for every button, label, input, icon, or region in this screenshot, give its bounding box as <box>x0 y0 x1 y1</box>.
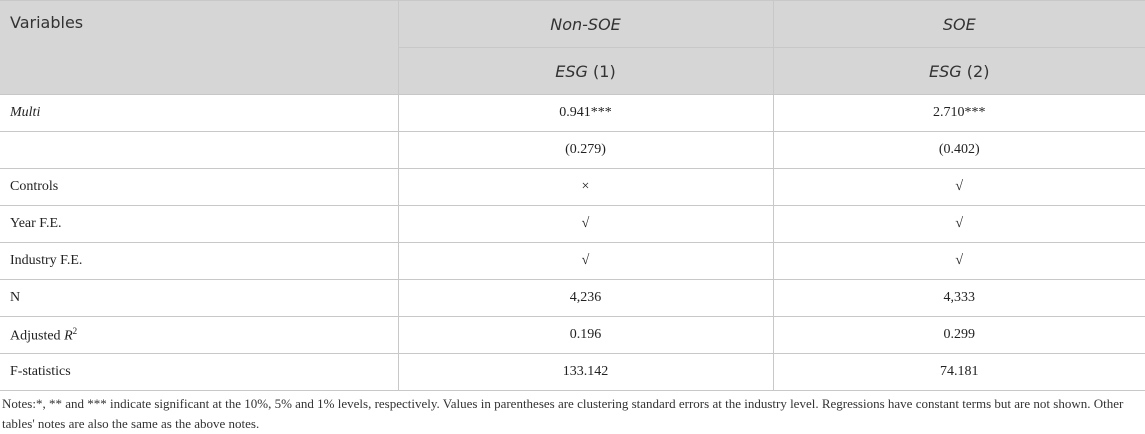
row-label: Year F.E. <box>10 216 62 231</box>
value-cell: × <box>397 168 774 206</box>
value-cell: √ <box>772 168 1145 206</box>
table-row: Multi 0.941*** 2.710*** <box>0 94 1145 132</box>
row-label-cell: F-statistics <box>0 353 399 391</box>
row-label-cell: Industry F.E. <box>0 242 399 280</box>
table-row: Industry F.E. √ √ <box>0 242 1145 280</box>
group-label: SOE <box>942 14 976 34</box>
value-cell: 0.196 <box>397 316 774 354</box>
value-cell: (0.279) <box>397 131 774 169</box>
group-label: Non-SOE <box>550 14 621 34</box>
row-label-var: R <box>64 328 73 344</box>
model-var: ESG <box>929 61 962 81</box>
model-num: (1) <box>593 61 616 81</box>
model-num: (2) <box>966 61 990 81</box>
value-cell: 133.142 <box>397 353 774 391</box>
model-var: ESG <box>555 61 588 81</box>
value-cell: √ <box>397 242 774 280</box>
row-label-cell: N <box>0 279 399 317</box>
value-cell: 0.941*** <box>397 94 774 132</box>
model-header: ESG (2) <box>772 47 1145 95</box>
notes: Notes:*, ** and *** indicate significant… <box>2 396 1124 431</box>
row-label: F-statistics <box>10 364 71 379</box>
row-label: N <box>10 290 21 305</box>
table-row: (0.279) (0.402) <box>0 131 1145 169</box>
value-cell: √ <box>397 205 774 243</box>
row-label: Industry F.E. <box>10 253 83 268</box>
row-label-cell <box>0 131 399 169</box>
table-body: Multi 0.941*** 2.710*** (0.279) (0.402) Contr… <box>0 94 1145 391</box>
table-row: N 4,236 4,333 <box>0 279 1145 317</box>
value-cell: √ <box>772 205 1145 243</box>
value-cell: √ <box>772 242 1145 280</box>
row-label-cell: Year F.E. <box>0 205 399 243</box>
table-row: F-statistics 133.142 74.181 <box>0 353 1145 391</box>
results-table: Variables Non-SOE SOE ESG (1) ESG (2) Mu… <box>0 0 1145 391</box>
value-cell: 0.299 <box>772 316 1145 354</box>
value-cell: 74.181 <box>772 353 1145 391</box>
row-label-sup: 2 <box>72 325 78 336</box>
group-header: Non-SOE <box>397 0 774 48</box>
table-row: Controls × √ <box>0 168 1145 206</box>
group-header: SOE <box>772 0 1145 48</box>
row-label: Multi <box>10 105 41 120</box>
table-row: Year F.E. √ √ <box>0 205 1145 243</box>
row-label-cell: Controls <box>0 168 399 206</box>
table-row: Adjusted R2 0.196 0.299 <box>0 316 1145 354</box>
value-cell: 2.710*** <box>772 94 1145 132</box>
model-header: ESG (1) <box>398 47 774 95</box>
row-label: Controls <box>10 179 59 194</box>
value-cell: 4,333 <box>772 279 1145 317</box>
row-label-cell: Adjusted R2 <box>0 316 399 354</box>
value-cell: 4,236 <box>397 279 774 317</box>
row-label-cell: Multi <box>0 94 399 132</box>
corner-header: Variables <box>0 0 399 95</box>
row-label: Adjusted <box>10 328 61 344</box>
value-cell: (0.402) <box>772 131 1145 169</box>
